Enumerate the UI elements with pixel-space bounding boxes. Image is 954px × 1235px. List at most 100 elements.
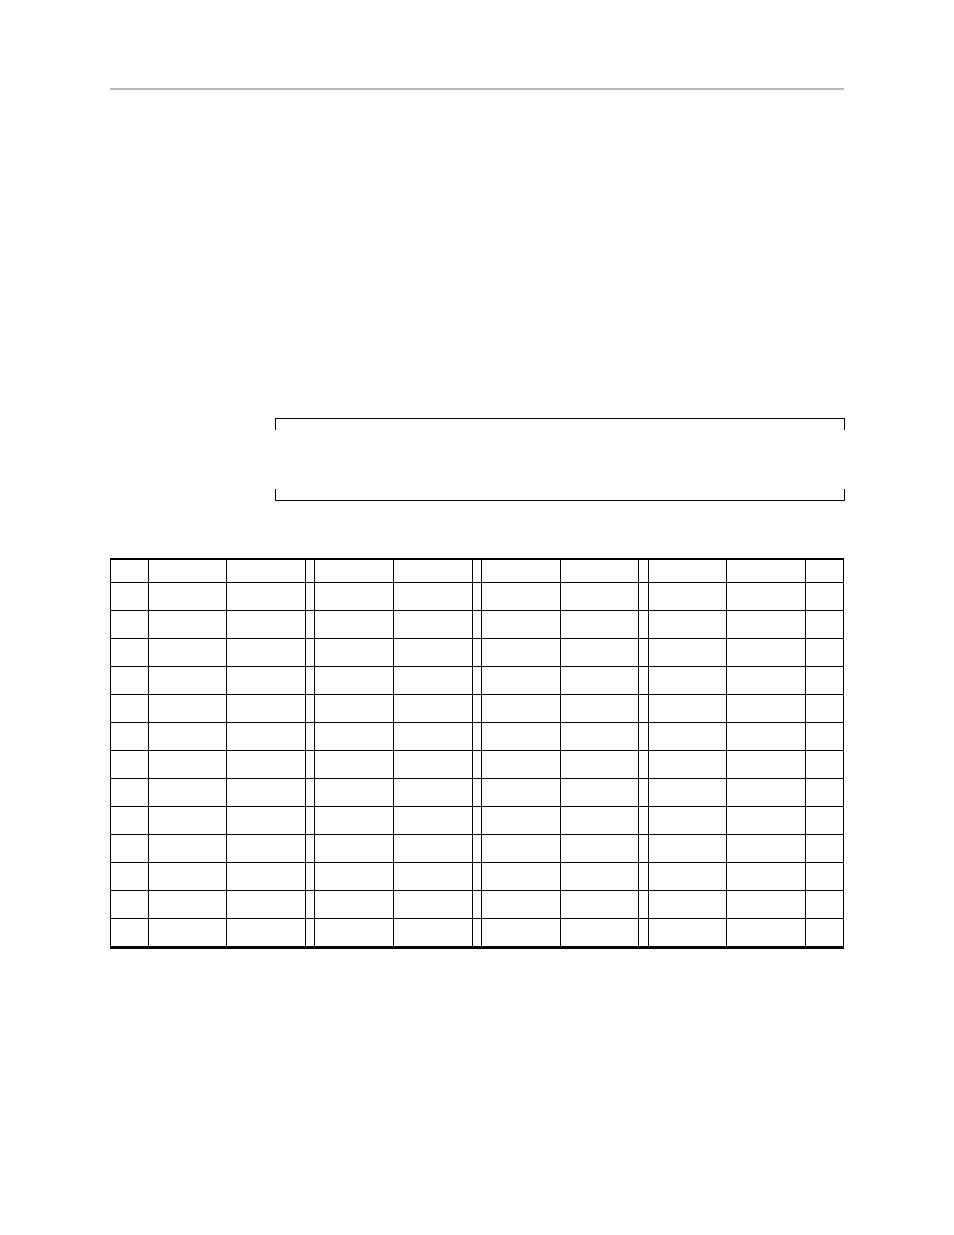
table-cell: [482, 667, 561, 695]
table-cell: [227, 919, 306, 947]
table-col-sep: [472, 611, 481, 639]
table-cell: [227, 891, 306, 919]
table-cell: [227, 639, 306, 667]
table-col-sep: [472, 835, 481, 863]
table-cell: [727, 667, 806, 695]
table-col-sep: [306, 723, 315, 751]
table-col-sep: [306, 751, 315, 779]
table-cell: [148, 723, 227, 751]
table-body: [111, 560, 844, 947]
table-row: [111, 863, 844, 891]
bracket-bottom: [275, 489, 845, 501]
table-cell: [482, 560, 561, 583]
table-col-sep: [639, 611, 648, 639]
bracket-top: [275, 418, 845, 430]
table-cell: [806, 835, 844, 863]
table-cell: [227, 723, 306, 751]
table-cell: [727, 695, 806, 723]
table-col-sep: [639, 695, 648, 723]
table-cell: [111, 560, 149, 583]
table-cell: [560, 807, 639, 835]
table-cell: [394, 835, 473, 863]
table-cell: [727, 919, 806, 947]
table-col-sep: [639, 807, 648, 835]
table-cell: [806, 583, 844, 611]
table-cell: [394, 583, 473, 611]
table-col-sep: [472, 667, 481, 695]
table-row: [111, 583, 844, 611]
table-col-sep: [639, 560, 648, 583]
table-cell: [394, 919, 473, 947]
table-cell: [648, 919, 727, 947]
table-col-sep: [639, 919, 648, 947]
table-cell: [227, 583, 306, 611]
table-cell: [111, 807, 149, 835]
table-cell: [560, 560, 639, 583]
table-cell: [806, 863, 844, 891]
table-col-sep: [472, 919, 481, 947]
table-cell: [315, 560, 394, 583]
table-cell: [394, 723, 473, 751]
table-row: [111, 639, 844, 667]
table-cell: [111, 919, 149, 947]
table-cell: [482, 611, 561, 639]
table-cell: [727, 835, 806, 863]
table-cell: [315, 583, 394, 611]
table-cell: [482, 639, 561, 667]
table-cell: [111, 779, 149, 807]
table-cell: [560, 583, 639, 611]
table-col-sep: [472, 751, 481, 779]
table-cell: [315, 891, 394, 919]
table-cell: [648, 695, 727, 723]
table-cell: [806, 891, 844, 919]
table-col-sep: [472, 723, 481, 751]
table-cell: [560, 835, 639, 863]
table-cell: [648, 835, 727, 863]
table-cell: [227, 695, 306, 723]
table-cell: [227, 751, 306, 779]
table-cell: [111, 639, 149, 667]
table-cell: [482, 919, 561, 947]
table-cell: [648, 891, 727, 919]
table-cell: [727, 863, 806, 891]
table-cell: [394, 611, 473, 639]
table-cell: [806, 695, 844, 723]
table-cell: [148, 611, 227, 639]
table-cell: [394, 863, 473, 891]
table-cell: [315, 863, 394, 891]
table-col-sep: [472, 560, 481, 583]
table-cell: [648, 863, 727, 891]
table-cell: [148, 639, 227, 667]
table-cell: [394, 667, 473, 695]
table-cell: [111, 863, 149, 891]
table-cell: [482, 807, 561, 835]
table-cell: [394, 695, 473, 723]
table-cell: [482, 583, 561, 611]
table-cell: [727, 891, 806, 919]
table-cell: [315, 611, 394, 639]
table-cell: [111, 891, 149, 919]
table-row: [111, 723, 844, 751]
table-col-sep: [306, 695, 315, 723]
table-cell: [560, 863, 639, 891]
table-cell: [727, 611, 806, 639]
table-cell: [315, 807, 394, 835]
table-cell: [111, 723, 149, 751]
table-cell: [560, 723, 639, 751]
table-cell: [227, 560, 306, 583]
table-cell: [806, 751, 844, 779]
table-cell: [727, 807, 806, 835]
table-cell: [560, 695, 639, 723]
table-row: [111, 560, 844, 583]
table-cell: [227, 807, 306, 835]
table-row: [111, 891, 844, 919]
table-cell: [648, 611, 727, 639]
data-table: [110, 558, 844, 949]
table-col-sep: [306, 779, 315, 807]
table-col-sep: [639, 835, 648, 863]
table-cell: [148, 863, 227, 891]
table-cell: [727, 723, 806, 751]
table-col-sep: [639, 779, 648, 807]
table-cell: [148, 835, 227, 863]
table-cell: [315, 919, 394, 947]
